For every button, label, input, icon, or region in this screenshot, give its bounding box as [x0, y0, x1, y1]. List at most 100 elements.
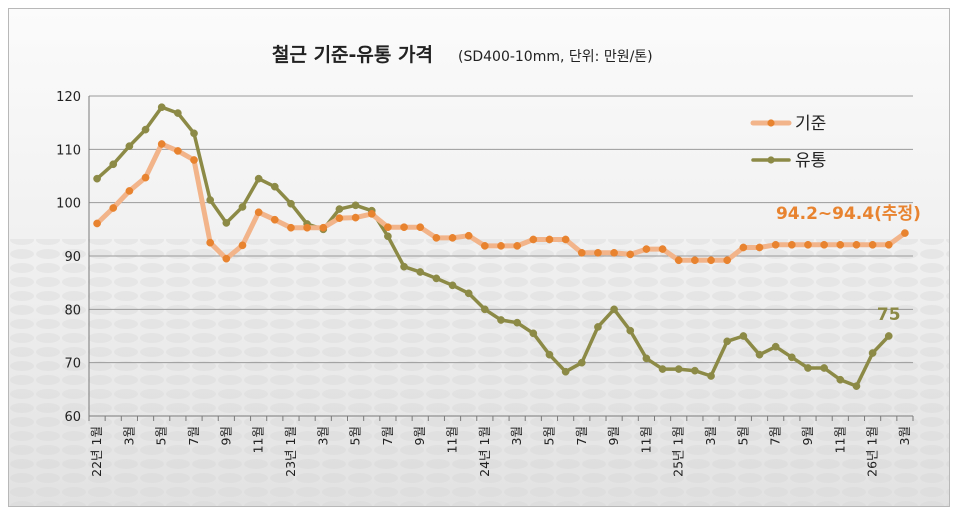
data-point-base: [787, 240, 796, 249]
data-point-distribution: [868, 349, 877, 357]
data-point-distribution: [190, 129, 198, 138]
data-point-base: [658, 245, 667, 253]
data-point-distribution: [852, 382, 861, 390]
x-tick-label: 9월: [800, 426, 815, 445]
data-point-distribution: [416, 268, 425, 276]
annotation-distribution: 75: [877, 305, 901, 325]
x-tick-label: 23년 1월: [283, 426, 298, 477]
x-tick-label: 11월: [638, 426, 653, 453]
data-point-distribution: [577, 358, 586, 367]
data-point-distribution: [594, 323, 602, 331]
data-point-base: [351, 213, 360, 222]
annotation-base: 94.2~94.4(추정): [776, 204, 921, 224]
x-tick-label: 3월: [509, 426, 524, 445]
data-point-base: [222, 254, 231, 263]
data-point-base: [384, 223, 392, 232]
x-tick-label: 9월: [412, 426, 427, 445]
data-point-distribution: [836, 375, 845, 384]
data-point-base: [287, 223, 295, 232]
data-point-base: [93, 219, 101, 228]
data-point-base: [642, 245, 651, 253]
data-point-distribution: [642, 354, 651, 363]
data-point-base: [674, 256, 683, 265]
data-point-base: [141, 173, 150, 182]
x-tick-label: 3월: [121, 426, 136, 445]
data-point-distribution: [384, 232, 392, 241]
data-point-distribution: [513, 318, 522, 327]
data-point-distribution: [884, 332, 893, 340]
legend-label-distribution: 유통: [795, 151, 826, 171]
chart-subtitle: (SD400-10mm, 단위: 만원/톤): [458, 49, 653, 65]
data-point-distribution: [480, 305, 489, 314]
data-point-distribution: [174, 109, 182, 117]
y-tick-label: 100: [56, 197, 81, 212]
data-point-distribution: [335, 205, 344, 213]
data-point-distribution: [238, 203, 247, 211]
x-tick-label: 11월: [832, 426, 847, 453]
data-point-base: [626, 250, 635, 259]
x-tick-label: 22년 1월: [89, 426, 104, 477]
data-point-distribution: [287, 199, 295, 208]
data-point-distribution: [141, 125, 150, 134]
data-point-base: [610, 248, 618, 257]
x-tick-label: 5월: [348, 426, 363, 445]
data-point-base: [497, 242, 505, 250]
data-point-base: [884, 240, 893, 249]
data-point-distribution: [351, 201, 360, 210]
y-tick-label: 80: [64, 303, 81, 318]
data-point-distribution: [545, 350, 554, 359]
data-point-base: [820, 240, 828, 249]
x-tick-label: 24년 1월: [477, 426, 492, 477]
data-point-base: [723, 256, 732, 265]
data-point-distribution: [222, 219, 231, 227]
x-tick-label: 3월: [703, 426, 718, 445]
x-tick-label: 5월: [541, 426, 556, 445]
chart-frame: 철근 기준-유통 가격 (SD400-10mm, 단위: 만원/톤) 60 70 8…: [8, 8, 950, 507]
x-axis: 22년 1월 3월 5월 7월 9월 11월 23년 1월 3월 5월 7월 9월 11월 24년 1월…: [88, 96, 914, 477]
data-point-base: [125, 187, 134, 195]
data-point-distribution: [691, 366, 699, 375]
data-point-base: [577, 248, 586, 257]
legend-marker-base: [767, 119, 775, 127]
y-axis-ticks: 60 70 80 90 100 110 120: [56, 90, 81, 425]
data-point-distribution: [771, 342, 780, 351]
x-tick-label: 5월: [154, 426, 169, 445]
chart-background-texture: [9, 239, 949, 506]
data-point-base: [157, 140, 166, 148]
data-point-base: [804, 240, 812, 249]
y-tick-label: 60: [64, 410, 81, 425]
data-point-distribution: [270, 182, 279, 191]
data-point-base: [367, 210, 376, 218]
data-point-distribution: [432, 274, 441, 283]
data-point-base: [513, 242, 522, 250]
data-point-base: [303, 223, 311, 232]
data-point-base: [335, 214, 344, 222]
data-point-base: [319, 223, 328, 232]
data-point-base: [707, 256, 715, 265]
data-point-distribution: [157, 103, 166, 112]
data-point-base: [529, 235, 538, 244]
data-point-distribution: [739, 332, 748, 340]
data-point-distribution: [674, 365, 683, 373]
x-tick-label: 3월: [897, 426, 912, 445]
x-tick-label: 5월: [735, 426, 750, 445]
data-point-base: [254, 208, 263, 217]
data-point-base: [836, 240, 845, 249]
x-tick-label: 7월: [186, 426, 201, 445]
x-tick-label: 7월: [768, 426, 783, 445]
data-point-distribution: [658, 365, 667, 373]
series-기준: [93, 140, 909, 265]
y-tick-label: 120: [56, 90, 81, 105]
data-point-base: [400, 223, 408, 232]
data-point-distribution: [755, 350, 764, 359]
data-point-distribution: [529, 329, 538, 338]
data-point-base: [174, 147, 182, 155]
x-tick-label: 9월: [218, 426, 233, 445]
legend-marker-distribution: [767, 156, 775, 164]
y-tick-label: 110: [56, 143, 81, 158]
data-point-distribution: [497, 316, 505, 324]
data-point-base: [206, 238, 215, 247]
x-tick-label: 11월: [251, 426, 266, 453]
data-point-distribution: [610, 305, 618, 314]
